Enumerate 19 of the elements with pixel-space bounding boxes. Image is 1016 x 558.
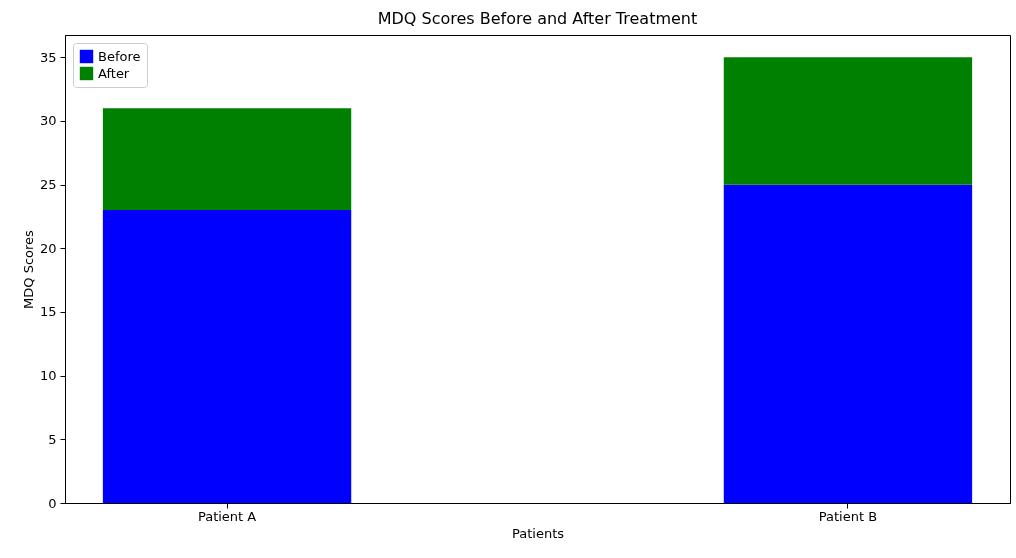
- y-tick-label: 0: [48, 495, 57, 511]
- y-tick-label: 20: [39, 240, 57, 256]
- y-tick-label: 5: [48, 431, 57, 447]
- legend-label: Before: [98, 48, 141, 64]
- bar: [102, 108, 352, 211]
- y-axis-title: MDQ Scores: [20, 229, 36, 309]
- x-tick-label: Patient A: [197, 508, 257, 524]
- y-tick-label: 35: [39, 49, 57, 65]
- y-tick-label: 10: [39, 368, 57, 384]
- bar: [723, 184, 973, 503]
- y-tick-label: 25: [39, 177, 57, 193]
- y-tick-label: 30: [39, 113, 57, 129]
- bar: [102, 210, 352, 503]
- x-tick-label: Patient B: [818, 508, 878, 524]
- bar: [723, 57, 973, 185]
- chart-title: MDQ Scores Before and After Treatment: [377, 9, 698, 28]
- y-tick-label: 15: [39, 304, 57, 320]
- x-axis-title: Patients: [511, 525, 565, 541]
- legend-label: After: [98, 65, 130, 81]
